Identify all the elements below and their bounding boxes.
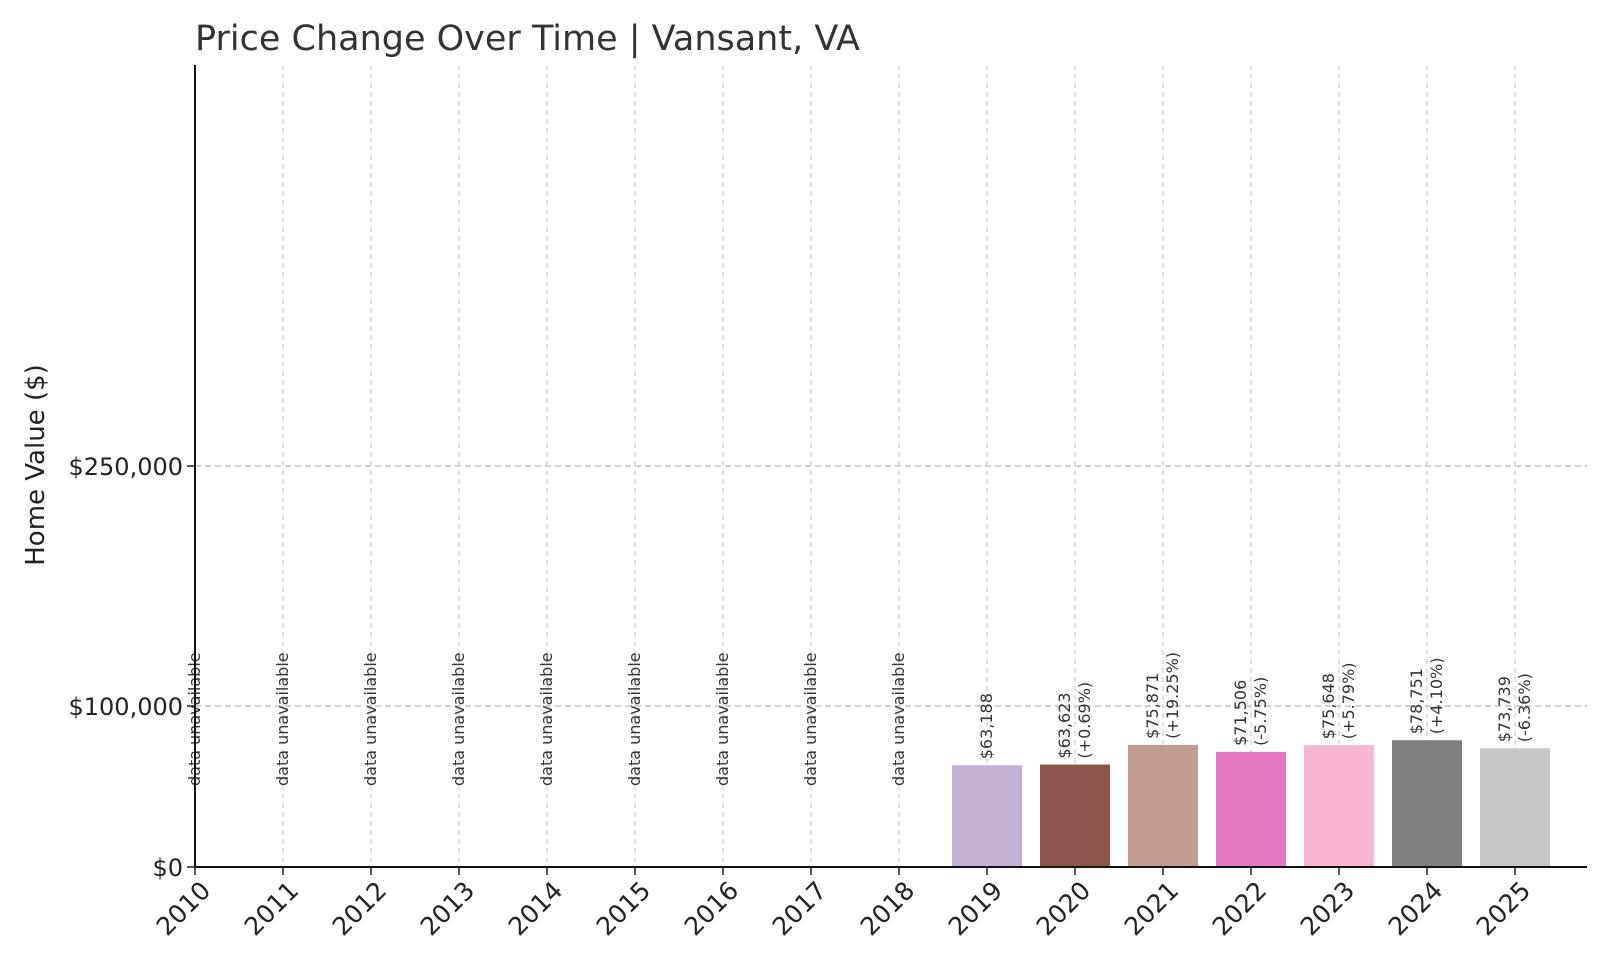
value-label: $63,188 bbox=[977, 693, 996, 759]
change-label: (+4.10%) bbox=[1427, 657, 1446, 734]
x-tick-label: 2012 bbox=[327, 876, 392, 941]
value-label: $78,751 bbox=[1407, 668, 1426, 734]
value-label: $73,739 bbox=[1495, 676, 1514, 742]
unavailable-label: data unavailable bbox=[889, 652, 908, 786]
x-tick-label: 2018 bbox=[855, 876, 920, 941]
data-labels: data unavailable data unavailable data una… bbox=[185, 652, 1534, 786]
unavailable-label: data unavailable bbox=[273, 652, 292, 786]
unavailable-label: data unavailable bbox=[713, 652, 732, 786]
x-tick-label: 2020 bbox=[1031, 876, 1096, 941]
x-tick-label: 2024 bbox=[1383, 876, 1448, 941]
bar bbox=[952, 765, 1022, 867]
unavailable-label: data unavailable bbox=[537, 652, 556, 786]
x-tick-label: 2011 bbox=[239, 876, 304, 941]
x-tick-label: 2017 bbox=[767, 876, 832, 941]
y-tick-label: $0 bbox=[152, 854, 183, 882]
bar bbox=[1216, 751, 1286, 867]
change-label: (+5.79%) bbox=[1339, 662, 1358, 739]
x-tick-label: 2014 bbox=[503, 876, 568, 941]
value-label: $75,871 bbox=[1143, 673, 1162, 739]
x-tick-label: 2022 bbox=[1207, 876, 1272, 941]
change-label: (+19.25%) bbox=[1163, 652, 1182, 739]
x-tick-label: 2025 bbox=[1471, 876, 1536, 941]
unavailable-label: data unavailable bbox=[801, 652, 820, 786]
x-tick-label: 2010 bbox=[151, 876, 216, 941]
bar bbox=[1392, 740, 1462, 867]
change-label: (-6.36%) bbox=[1515, 673, 1534, 742]
y-axis-label: Home Value ($) bbox=[21, 364, 51, 566]
unavailable-label: data unavailable bbox=[625, 652, 644, 786]
x-tick-label: 2015 bbox=[591, 876, 656, 941]
bar bbox=[1480, 748, 1550, 867]
x-tick-label: 2023 bbox=[1295, 876, 1360, 941]
bar bbox=[1304, 745, 1374, 867]
x-tick-label: 2016 bbox=[679, 876, 744, 941]
bar bbox=[1040, 764, 1110, 867]
value-label: $63,623 bbox=[1055, 692, 1074, 758]
bar bbox=[1128, 744, 1198, 867]
change-label: (-5.75%) bbox=[1251, 677, 1270, 746]
change-label: (+0.69%) bbox=[1075, 682, 1094, 759]
x-tick-label: 2021 bbox=[1119, 876, 1184, 941]
x-tick-label: 2013 bbox=[415, 876, 480, 941]
value-label: $75,648 bbox=[1319, 673, 1338, 739]
x-tick-label: 2019 bbox=[943, 876, 1008, 941]
unavailable-label: data unavailable bbox=[361, 652, 380, 786]
y-tick-label: $100,000 bbox=[68, 693, 183, 721]
y-tick-label: $250,000 bbox=[68, 453, 183, 481]
value-label: $71,506 bbox=[1231, 680, 1250, 746]
unavailable-label: data unavailable bbox=[449, 652, 468, 786]
chart-title: Price Change Over Time | Vansant, VA bbox=[195, 19, 860, 59]
bars bbox=[952, 740, 1550, 867]
